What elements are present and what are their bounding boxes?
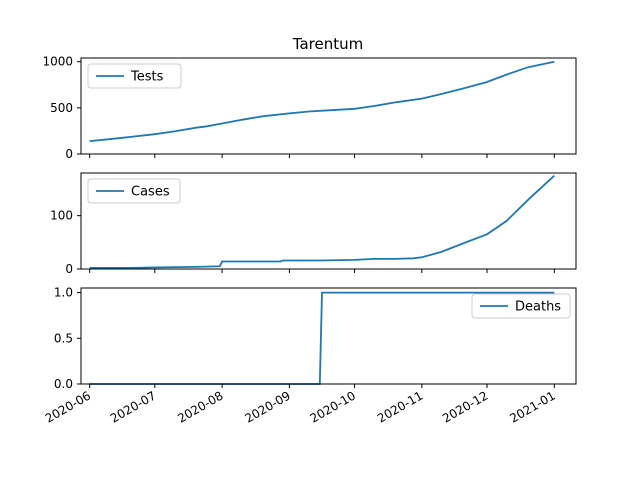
y-tick-label: 0 xyxy=(65,147,73,161)
x-tick-label: 2020-09 xyxy=(242,388,292,425)
y-tick-label: 1000 xyxy=(42,55,73,69)
y-tick-label: 500 xyxy=(50,101,73,115)
axes-frame xyxy=(80,287,577,385)
subplots: 0 500 1000 Tests 0 100 Cases 0.0 0.5 1.0 2020-06 20… xyxy=(42,55,577,426)
chart-title: Tarentum xyxy=(292,35,363,53)
subplot-tests: 0 500 1000 Tests xyxy=(42,55,577,161)
legend-box xyxy=(87,178,181,204)
legend-box xyxy=(471,293,571,319)
y-tick-label: 0.5 xyxy=(54,331,73,345)
series-line-cases xyxy=(89,175,555,269)
y-tick-label: 100 xyxy=(50,209,73,223)
subplot-cases: 0 100 Cases xyxy=(50,172,577,276)
x-tick-label: 2020-12 xyxy=(440,388,490,425)
series-line-tests xyxy=(89,60,555,142)
axes-frame xyxy=(80,172,577,270)
legend-box xyxy=(87,63,182,89)
legend-label: Deaths xyxy=(515,300,561,315)
legend-label: Tests xyxy=(130,70,164,85)
legend-label: Cases xyxy=(131,185,170,200)
y-tick-label: 1.0 xyxy=(54,286,73,300)
x-tick-label: 2020-06 xyxy=(43,388,93,425)
x-tick-label: 2021-01 xyxy=(507,388,557,425)
axes-frame xyxy=(80,57,577,155)
x-tick-label: 2020-07 xyxy=(108,388,158,425)
x-tick-label: 2020-11 xyxy=(375,388,425,425)
x-tick-label: 2020-08 xyxy=(175,388,225,425)
x-tick-label: 2020-10 xyxy=(308,388,358,425)
y-tick-label: 0 xyxy=(65,262,73,276)
y-tick-label: 0.0 xyxy=(54,377,73,391)
subplot-deaths: 0.0 0.5 1.0 2020-06 2020-07 2020-08 2020-09 202… xyxy=(43,286,577,426)
